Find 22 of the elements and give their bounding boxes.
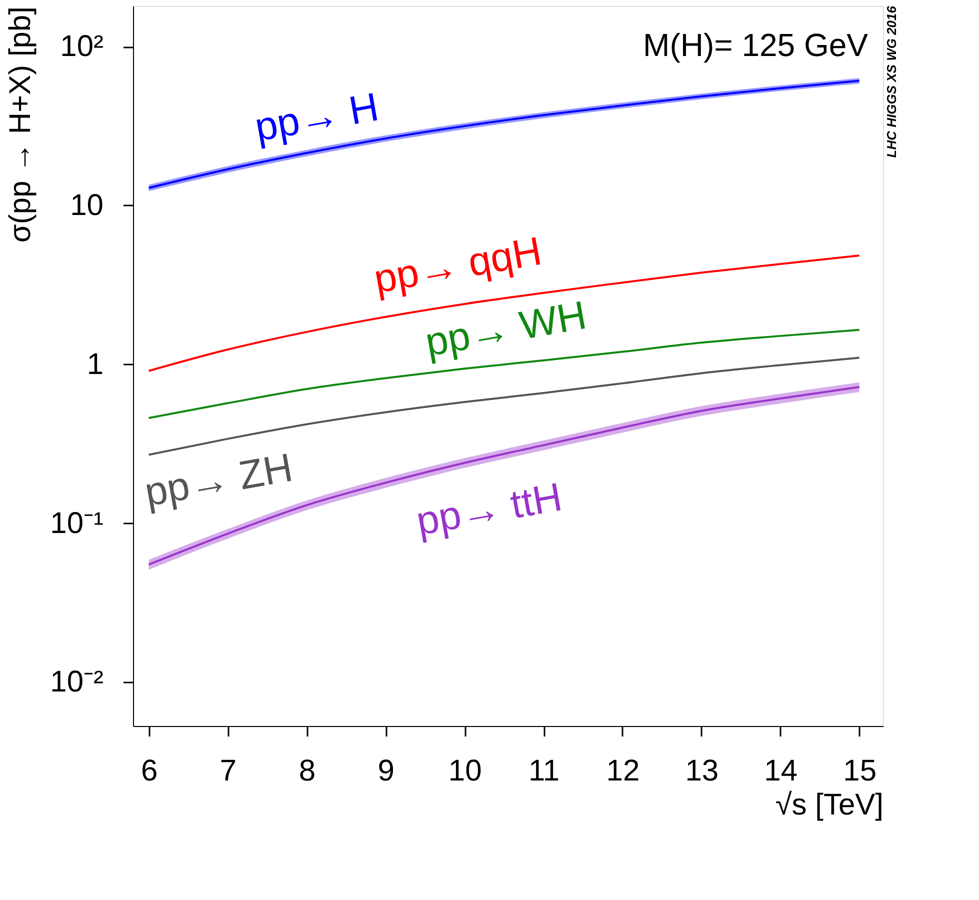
annotation: M(H)= 125 GeV bbox=[643, 27, 869, 63]
text: LHC HIGGS XS WG 2016 bbox=[884, 5, 899, 158]
x-tick-label: 14 bbox=[764, 754, 798, 788]
x-tick-label: 7 bbox=[220, 754, 237, 788]
text: pp→ ZH bbox=[142, 446, 296, 516]
x-tick-label: 6 bbox=[140, 754, 158, 788]
y-tick-label: 10² bbox=[60, 30, 104, 64]
x-tick-label: 11 bbox=[528, 754, 560, 788]
y-tick-label: 10⁻² bbox=[50, 666, 104, 699]
text: pp→ H bbox=[252, 85, 382, 150]
y-tick-label: 1 bbox=[86, 348, 104, 381]
x-tick-label: 13 bbox=[685, 754, 719, 788]
x-tick-label: 12 bbox=[606, 754, 640, 788]
text: pp→ ttH bbox=[413, 475, 566, 544]
y-tick-label: 10⁻¹ bbox=[50, 506, 104, 540]
y-tick-label: 10 bbox=[70, 188, 104, 222]
x-tick-label: 8 bbox=[298, 754, 316, 788]
x-axis-title: √s [TeV] bbox=[775, 788, 884, 822]
y-axis-title: σ(pp → H+X) [pb] bbox=[4, 6, 38, 243]
x-tick-label: 15 bbox=[843, 754, 877, 788]
x-tick-label: 9 bbox=[378, 754, 394, 788]
x-tick-label: 10 bbox=[448, 754, 482, 788]
